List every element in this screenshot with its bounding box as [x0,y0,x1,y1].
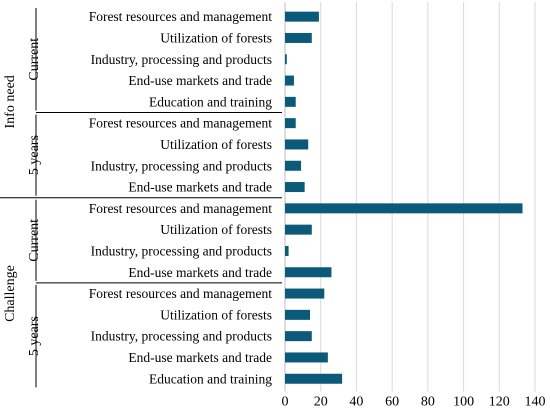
bar [285,54,287,65]
category-label: Utilization of forests [160,307,272,322]
category-label: Utilization of forests [160,137,272,152]
group-label: Challenge [3,265,18,322]
category-label: Education and training [149,371,272,386]
bar [285,75,294,86]
x-tick-label: 0 [282,394,289,409]
bar [285,245,289,256]
bar [285,203,523,214]
category-label: Utilization of forests [160,222,272,237]
bar [285,224,312,235]
bar-layer [285,11,523,384]
category-label: Forest resources and management [89,9,273,24]
subgroup-label: 5 years [27,135,42,175]
category-label: Utilization of forests [160,30,272,45]
group-labels: Current 5 years Info need Current 5 years Cha… [0,8,282,388]
x-tick-label: 20 [314,394,328,409]
category-label: End-use markets and trade [128,265,272,280]
bar [285,32,312,43]
x-tick-label: 140 [525,394,546,409]
bar [285,96,296,107]
x-tick-label: 80 [421,394,435,409]
bar [285,373,343,384]
bar [285,118,296,129]
grid-layer [284,2,536,392]
subgroup-label: 5 years [27,316,42,356]
subgroup-label: Current [27,38,42,81]
x-tick-label: 40 [349,394,363,409]
category-labels: Forest resources and management Utilizati… [89,9,273,386]
subgroup-label: Current [27,219,42,262]
category-label: Education and training [149,94,272,109]
category-label: Industry, processing and products [91,329,272,344]
category-label: Forest resources and management [89,286,273,301]
bar [285,182,305,193]
bar [285,309,310,320]
bar [285,352,328,363]
bar [285,139,309,150]
bar [285,11,319,22]
category-label: Industry, processing and products [91,52,272,67]
category-label: Forest resources and management [89,116,273,131]
category-label: Forest resources and management [89,201,273,216]
group-label: Info need [3,75,18,128]
bar [285,160,302,171]
category-label: Industry, processing and products [91,158,272,173]
x-axis-ticks: 0 20 40 60 80 100 120 140 [282,394,546,409]
x-tick-label: 60 [385,394,399,409]
bar [285,288,325,299]
category-label: End-use markets and trade [128,350,272,365]
bar [285,331,312,342]
category-label: End-use markets and trade [128,180,272,195]
x-tick-label: 100 [453,394,474,409]
bar [285,267,332,278]
x-tick-label: 120 [489,394,510,409]
category-label: Industry, processing and products [91,243,272,258]
category-label: End-use markets and trade [128,73,272,88]
